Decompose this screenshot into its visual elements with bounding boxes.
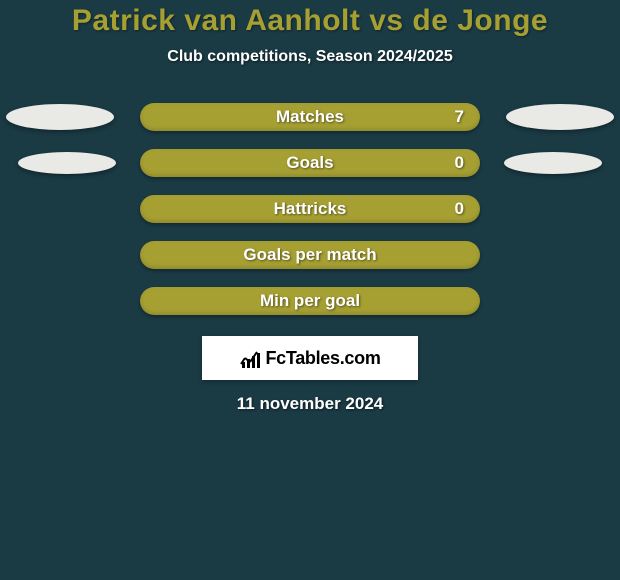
stat-row: Hattricks 0 bbox=[0, 186, 620, 232]
logo-box[interactable]: FcTables.com bbox=[202, 336, 418, 380]
left-player-icon bbox=[6, 104, 114, 130]
page-title: Patrick van Aanholt vs de Jonge bbox=[0, 4, 620, 38]
stat-value: 0 bbox=[455, 153, 464, 173]
bar-chart-icon bbox=[239, 348, 261, 368]
stat-row: Matches 7 bbox=[0, 94, 620, 140]
stat-label: Matches bbox=[276, 107, 344, 127]
stat-label: Min per goal bbox=[260, 291, 360, 311]
content-container: Patrick van Aanholt vs de Jonge Club com… bbox=[0, 0, 620, 414]
logo-text: FcTables.com bbox=[265, 348, 380, 369]
stat-bar: Hattricks 0 bbox=[140, 195, 480, 223]
right-player-icon bbox=[504, 152, 602, 174]
right-player-icon bbox=[506, 104, 614, 130]
stat-bar: Min per goal bbox=[140, 287, 480, 315]
page-subtitle: Club competitions, Season 2024/2025 bbox=[0, 48, 620, 66]
stat-row: Goals per match bbox=[0, 232, 620, 278]
stat-bar: Goals 0 bbox=[140, 149, 480, 177]
stat-row: Min per goal bbox=[0, 278, 620, 324]
stat-row: Goals 0 bbox=[0, 140, 620, 186]
stat-bar: Matches 7 bbox=[140, 103, 480, 131]
stats-rows: Matches 7 Goals 0 Hattricks 0 Goals per match M… bbox=[0, 94, 620, 324]
stat-value: 0 bbox=[455, 199, 464, 219]
stat-bar: Goals per match bbox=[140, 241, 480, 269]
stat-value: 7 bbox=[455, 107, 464, 127]
stat-label: Hattricks bbox=[274, 199, 347, 219]
stat-label: Goals per match bbox=[243, 245, 376, 265]
stat-label: Goals bbox=[286, 153, 333, 173]
left-player-icon bbox=[18, 152, 116, 174]
date-label: 11 november 2024 bbox=[0, 394, 620, 414]
